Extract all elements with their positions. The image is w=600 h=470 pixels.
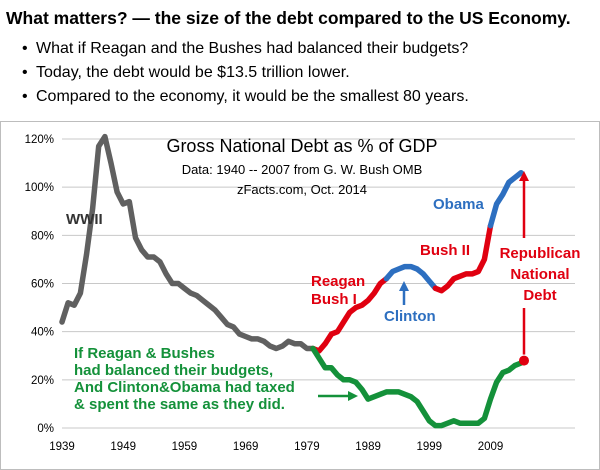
bullet-dot: • bbox=[22, 40, 28, 57]
debt-label: Debt bbox=[523, 287, 556, 304]
x-tick-label: 1979 bbox=[294, 441, 320, 453]
headline: What matters? — the size of the debt com… bbox=[6, 8, 571, 28]
x-tick-label: 1989 bbox=[355, 441, 381, 453]
green-note-line: If Reagan & Bushes bbox=[74, 345, 215, 362]
tick-layer: 0% 20% 40% 60% 80% 100% 120% 1939 1949 1959 1969 19… bbox=[25, 134, 504, 453]
reagan-label: Reagan bbox=[311, 273, 365, 290]
y-tick-label: 60% bbox=[31, 279, 54, 291]
series-line-green bbox=[310, 345, 524, 429]
clinton-label: Clinton bbox=[384, 308, 436, 325]
x-tick-label: 1969 bbox=[233, 441, 259, 453]
header-panel: What matters? — the size of the debt com… bbox=[0, 0, 600, 112]
series-line-red bbox=[432, 222, 494, 294]
series-line-red bbox=[310, 275, 390, 354]
bullet-dot: • bbox=[22, 88, 28, 105]
bullet-text: Compared to the economy, it would be the… bbox=[36, 88, 469, 105]
x-tick-label: 1949 bbox=[110, 441, 136, 453]
series-layer bbox=[59, 133, 524, 429]
series-line-blue bbox=[487, 169, 524, 229]
x-tick-label: 1939 bbox=[49, 441, 75, 453]
series-line-gray bbox=[59, 133, 316, 352]
y-tick-label: 0% bbox=[37, 423, 54, 435]
bullet-dot: • bbox=[22, 64, 28, 81]
bullet-item: • What if Reagan and the Bushes had balan… bbox=[22, 40, 468, 58]
chart-source: zFacts.com, Oct. 2014 bbox=[237, 182, 367, 197]
bullet-item: • Today, the debt would be $13.5 trillion… bbox=[22, 64, 350, 82]
bullet-item: • Compared to the economy, it would be th… bbox=[22, 88, 469, 106]
x-tick-label: 1999 bbox=[417, 441, 443, 453]
x-tick-label: 2009 bbox=[478, 441, 504, 453]
bush1-label: Bush I bbox=[311, 291, 357, 308]
chart-subtitle: Data: 1940 -- 2007 from G. W. Bush OMB bbox=[182, 162, 423, 177]
grid-layer bbox=[62, 138, 575, 429]
green-note-line: had balanced their budgets, bbox=[74, 362, 273, 379]
bullet-text: What if Reagan and the Bushes had balanc… bbox=[36, 40, 469, 57]
obama-label: Obama bbox=[433, 196, 485, 213]
y-tick-label: 100% bbox=[25, 182, 54, 194]
wwii-label: WWII bbox=[66, 211, 103, 228]
bullet-text: Today, the debt would be $13.5 trillion … bbox=[36, 64, 350, 81]
y-tick-label: 40% bbox=[31, 327, 54, 339]
y-tick-label: 20% bbox=[31, 375, 54, 387]
series-line-blue bbox=[383, 263, 439, 292]
national-label: National bbox=[510, 266, 569, 283]
x-tick-label: 1959 bbox=[172, 441, 198, 453]
chart-title: Gross National Debt as % of GDP bbox=[166, 136, 437, 156]
green-note-line: And Clinton&Obama had taxed bbox=[74, 379, 295, 396]
republican-dot bbox=[519, 355, 529, 366]
annotation-layer: Gross National Debt as % of GDP Data: 194… bbox=[66, 136, 580, 413]
y-tick-label: 120% bbox=[25, 134, 54, 146]
green-note-line: & spent the same as they did. bbox=[74, 396, 285, 413]
bush2-label: Bush II bbox=[420, 242, 470, 259]
republican-label: Republican bbox=[500, 245, 581, 262]
y-tick-label: 80% bbox=[31, 230, 54, 242]
